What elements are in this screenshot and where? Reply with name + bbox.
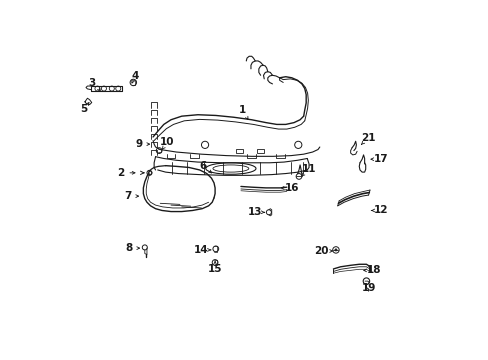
Text: 8: 8 [125, 243, 132, 253]
Text: 7: 7 [124, 191, 131, 201]
Text: 16: 16 [284, 183, 299, 193]
Text: 12: 12 [373, 206, 387, 216]
Text: 2: 2 [117, 168, 124, 178]
Text: 5: 5 [80, 104, 87, 114]
Text: 15: 15 [207, 264, 222, 274]
Text: 19: 19 [362, 283, 376, 293]
Text: 6: 6 [199, 161, 206, 171]
Text: 14: 14 [194, 245, 208, 255]
Text: 20: 20 [314, 246, 328, 256]
Text: 21: 21 [360, 133, 375, 143]
Text: 11: 11 [301, 164, 316, 174]
Text: 13: 13 [247, 207, 262, 217]
Bar [235, 149, 242, 153]
Text: 4: 4 [131, 71, 139, 81]
Circle shape [334, 249, 336, 251]
Text: 18: 18 [366, 265, 381, 275]
Text: 9: 9 [135, 139, 142, 149]
Text: 1: 1 [239, 105, 246, 115]
Text: 3: 3 [88, 78, 96, 88]
Text: 17: 17 [373, 154, 388, 164]
Text: 10: 10 [160, 138, 174, 147]
Bar [257, 149, 264, 153]
